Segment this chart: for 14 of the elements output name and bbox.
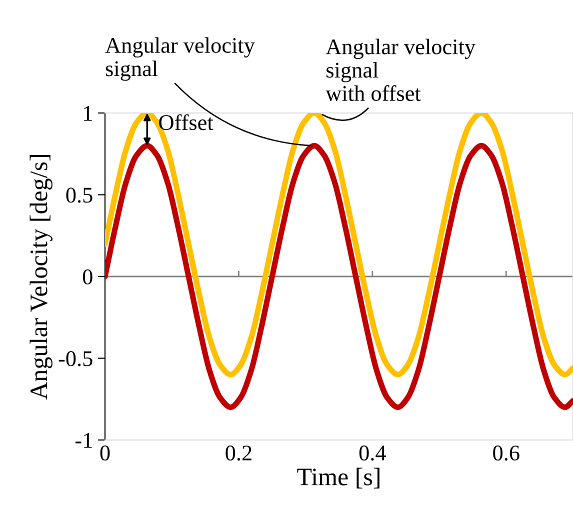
annotation: Offset [159,114,214,130]
x-tick-label: 0.2 [226,446,252,461]
x-tick-label: 0.4 [359,446,386,461]
y-tick-label: 0.5 [66,188,92,203]
x-tick-label: 0 [100,446,110,460]
x-tick-label: 0.6 [493,446,520,461]
y-tick-label: 1 [84,106,92,121]
y-axis-title: Angular Velocity [deg/s] [30,155,52,400]
y-tick-label: -0.5 [58,351,92,366]
annotation: Angular velocity signal [105,37,255,81]
y-tick-label: -1 [76,433,92,448]
x-axis-title: Time [s] [297,468,380,488]
annotation: Angular velocity signal with offset [326,38,476,101]
y-tick-label: 0 [82,269,92,284]
